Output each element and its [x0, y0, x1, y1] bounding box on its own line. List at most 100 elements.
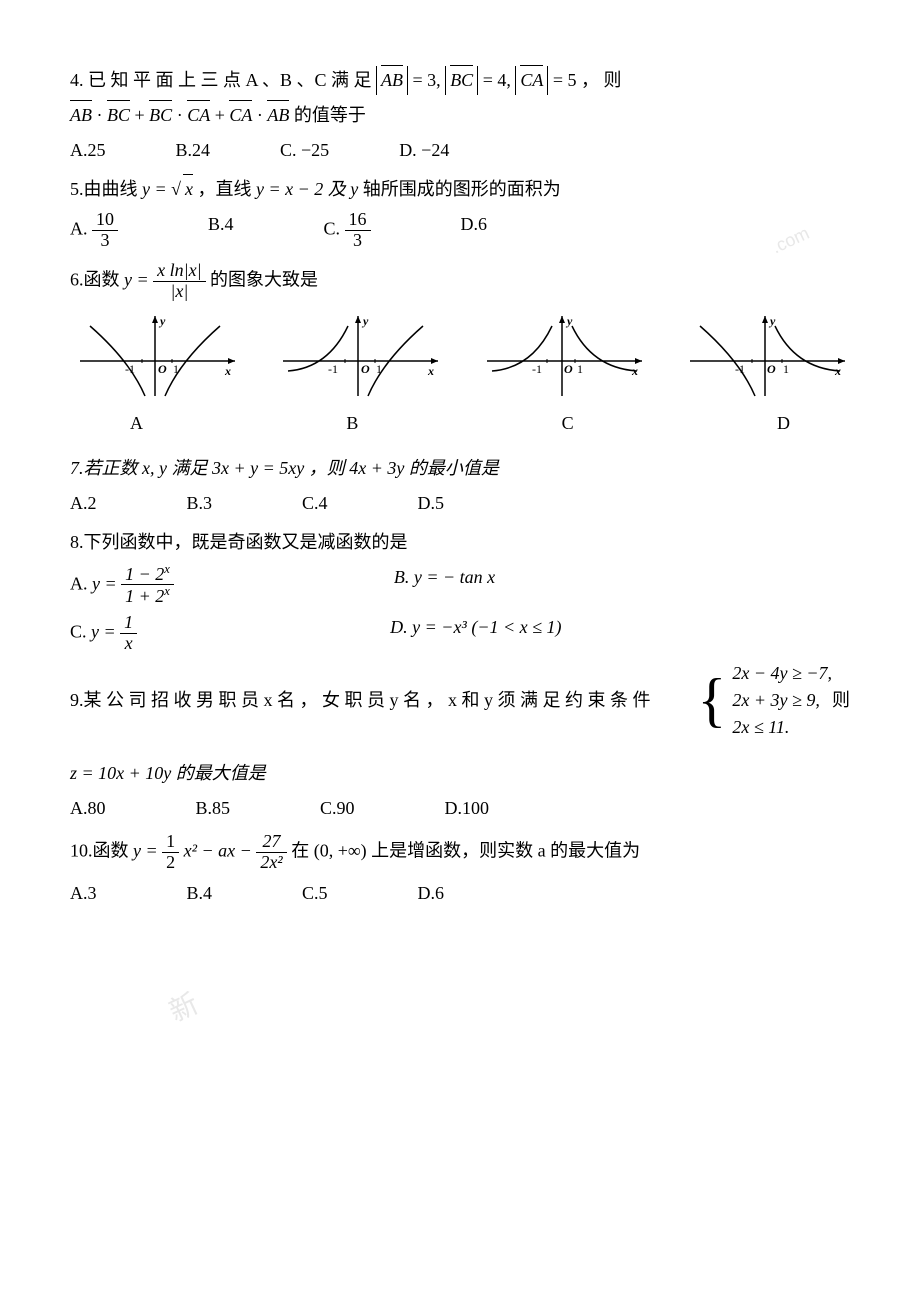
q4-v2: BC — [107, 101, 130, 130]
q7-opts: A.2 B.3 C.4 D.5 — [70, 489, 850, 518]
g-p1: 1 — [173, 362, 179, 376]
q10-t2n: 27 — [256, 832, 286, 853]
q8-optB: B. y = − tan x — [394, 563, 495, 608]
svg-text:-1: -1 — [735, 362, 745, 376]
q9-z: z = 10x + 10y 的最大值是 — [70, 759, 850, 788]
q5-A-num: 10 — [92, 210, 118, 231]
q6-graphlabels: A B C D — [70, 409, 850, 438]
brace-icon: { — [698, 670, 727, 730]
q5-optC-label: C. — [324, 219, 341, 239]
q4-v1: AB — [70, 101, 92, 130]
q6-lhs: y = — [124, 269, 153, 289]
q4-mag3v: = 5 — [553, 70, 577, 90]
q4-v3: BC — [149, 101, 172, 130]
graph-B: -1 O 1 x y — [273, 311, 443, 401]
q4-prefix: 4. 已 知 平 面 上 三 点 A 、B 、C 满 足 — [70, 70, 372, 90]
q9-c3: 2x ≤ 11. — [732, 714, 832, 741]
svg-text:O: O — [564, 362, 573, 376]
q9-c1: 2x − 4y ≥ −7, — [732, 660, 832, 687]
q10-opts: A.3 B.4 C.5 D.6 — [70, 879, 850, 908]
q4-mag1: AB — [376, 66, 408, 95]
q8-A-num: 1 − 2x — [121, 563, 174, 586]
svg-text:1: 1 — [376, 362, 382, 376]
svg-text:1: 1 — [783, 362, 789, 376]
q9-optB: B.85 — [196, 794, 231, 823]
q7-optC: C.4 — [302, 489, 328, 518]
q4-optC: C. −25 — [280, 136, 329, 165]
svg-text:y: y — [361, 314, 369, 328]
q7-optB: B.3 — [187, 489, 213, 518]
q8-optD: D. y = −x³ (−1 < x ≤ 1) — [390, 613, 561, 654]
q7-optD: D.5 — [418, 489, 445, 518]
q9-line: 9.某 公 司 招 收 男 职 员 x 名 ， 女 职 员 y 名 ， x 和 … — [70, 660, 850, 741]
q10-optC: C.5 — [302, 879, 328, 908]
q9-optA: A.80 — [70, 794, 106, 823]
q6-labD: D — [777, 409, 790, 438]
svg-text:x: x — [834, 364, 841, 378]
svg-text:x: x — [427, 364, 434, 378]
g-o: O — [158, 362, 167, 376]
q9-opts: A.80 B.85 C.90 D.100 — [70, 794, 850, 823]
q8-optC: C. y = 1 x — [70, 613, 137, 654]
q6-line: 6.函数 y = x ln|x| |x| 的图象大致是 — [70, 261, 850, 302]
q4-optB: B.24 — [176, 136, 211, 165]
q4-v5: CA — [229, 101, 252, 130]
q6-labA: A — [130, 409, 143, 438]
svg-text:-1: -1 — [328, 362, 338, 376]
q10-optA: A.3 — [70, 879, 97, 908]
q10-a: 10.函数 — [70, 841, 133, 861]
svg-text:1: 1 — [577, 362, 583, 376]
graph-C: -1 O 1 x y — [477, 311, 647, 401]
q10-b: 在 (0, +∞) 上是增函数，则实数 a 的最大值为 — [291, 841, 640, 861]
q9-a: 9.某 公 司 招 收 男 职 员 x 名 ， 女 职 员 y 名 ， x 和 … — [70, 686, 698, 715]
q8-C-lhs: y = — [91, 622, 120, 642]
q5-optA-label: A. — [70, 219, 88, 239]
q7-text: 7.若正数 x, y 满足 3x + y = 5xy ，则 4x + 3y 的最… — [70, 454, 850, 483]
q4-tail: 的值等于 — [294, 105, 366, 125]
q8-C-den: x — [120, 634, 137, 654]
q9-optC: C.90 — [320, 794, 355, 823]
q5-optA: A. 10 3 — [70, 210, 118, 251]
q6-graphs: -1 O 1 x y -1 O 1 x y — [70, 311, 850, 401]
q6-labC: C — [562, 409, 574, 438]
q6-num: x ln|x| — [153, 261, 205, 282]
q4-opts: A.25 B.24 C. −25 D. −24 — [70, 136, 850, 165]
q5-eqB: y = x − 2 及 y — [256, 179, 358, 199]
q6-labB: B — [346, 409, 358, 438]
q5-eqA-lhs: y = — [142, 179, 171, 199]
q10-line: 10.函数 y = 1 2 x² − ax − 27 2x² 在 (0, +∞)… — [70, 832, 850, 873]
q8-C-num: 1 — [120, 613, 137, 634]
q6-b: 的图象大致是 — [210, 269, 318, 289]
q10-lhs: y = — [133, 841, 162, 861]
page: .com 新 4. 已 知 平 面 上 三 点 A 、B 、C 满 足 AB =… — [70, 66, 850, 908]
q8-text: 8.下列函数中，既是奇函数又是减函数的是 — [70, 528, 850, 557]
q5-optC: C. 16 3 — [324, 210, 371, 251]
q10-optD: D.6 — [418, 879, 445, 908]
q8-A-den: 1 + 2x — [121, 585, 174, 607]
q5-optB: B.4 — [208, 210, 234, 251]
q8-C-label: C. — [70, 622, 91, 642]
q5-optD: D.6 — [461, 210, 488, 251]
svg-text:O: O — [361, 362, 370, 376]
q5-b: ，直线 — [198, 179, 257, 199]
q4-optA: A.25 — [70, 136, 106, 165]
graph-D: -1 O 1 x y — [680, 311, 850, 401]
q4-line1: 4. 已 知 平 面 上 三 点 A 、B 、C 满 足 AB = 3, BC … — [70, 66, 850, 95]
svg-text:O: O — [767, 362, 776, 376]
svg-text:-1: -1 — [532, 362, 542, 376]
q4-mag2v: = 4, — [483, 70, 511, 90]
g-x: x — [224, 364, 231, 378]
q5-A-den: 3 — [92, 231, 118, 251]
q10-optB: B.4 — [187, 879, 213, 908]
g-y: y — [158, 314, 166, 328]
q9-case: { 2x − 4y ≥ −7, 2x + 3y ≥ 9, 2x ≤ 11. — [698, 660, 832, 741]
q5-line: 5.由曲线 y = √x ，直线 y = x − 2 及 y 轴所围成的图形的面… — [70, 174, 850, 204]
q6-den: |x| — [153, 282, 205, 302]
q4-suffix: ， 则 — [581, 70, 622, 90]
svg-text:y: y — [768, 314, 776, 328]
q4-optD: D. −24 — [399, 136, 449, 165]
g-m1: -1 — [125, 362, 135, 376]
q9-optD: D.100 — [445, 794, 490, 823]
q4-v6: AB — [267, 101, 289, 130]
q8-optA: A. y = 1 − 2x 1 + 2x — [70, 563, 174, 608]
